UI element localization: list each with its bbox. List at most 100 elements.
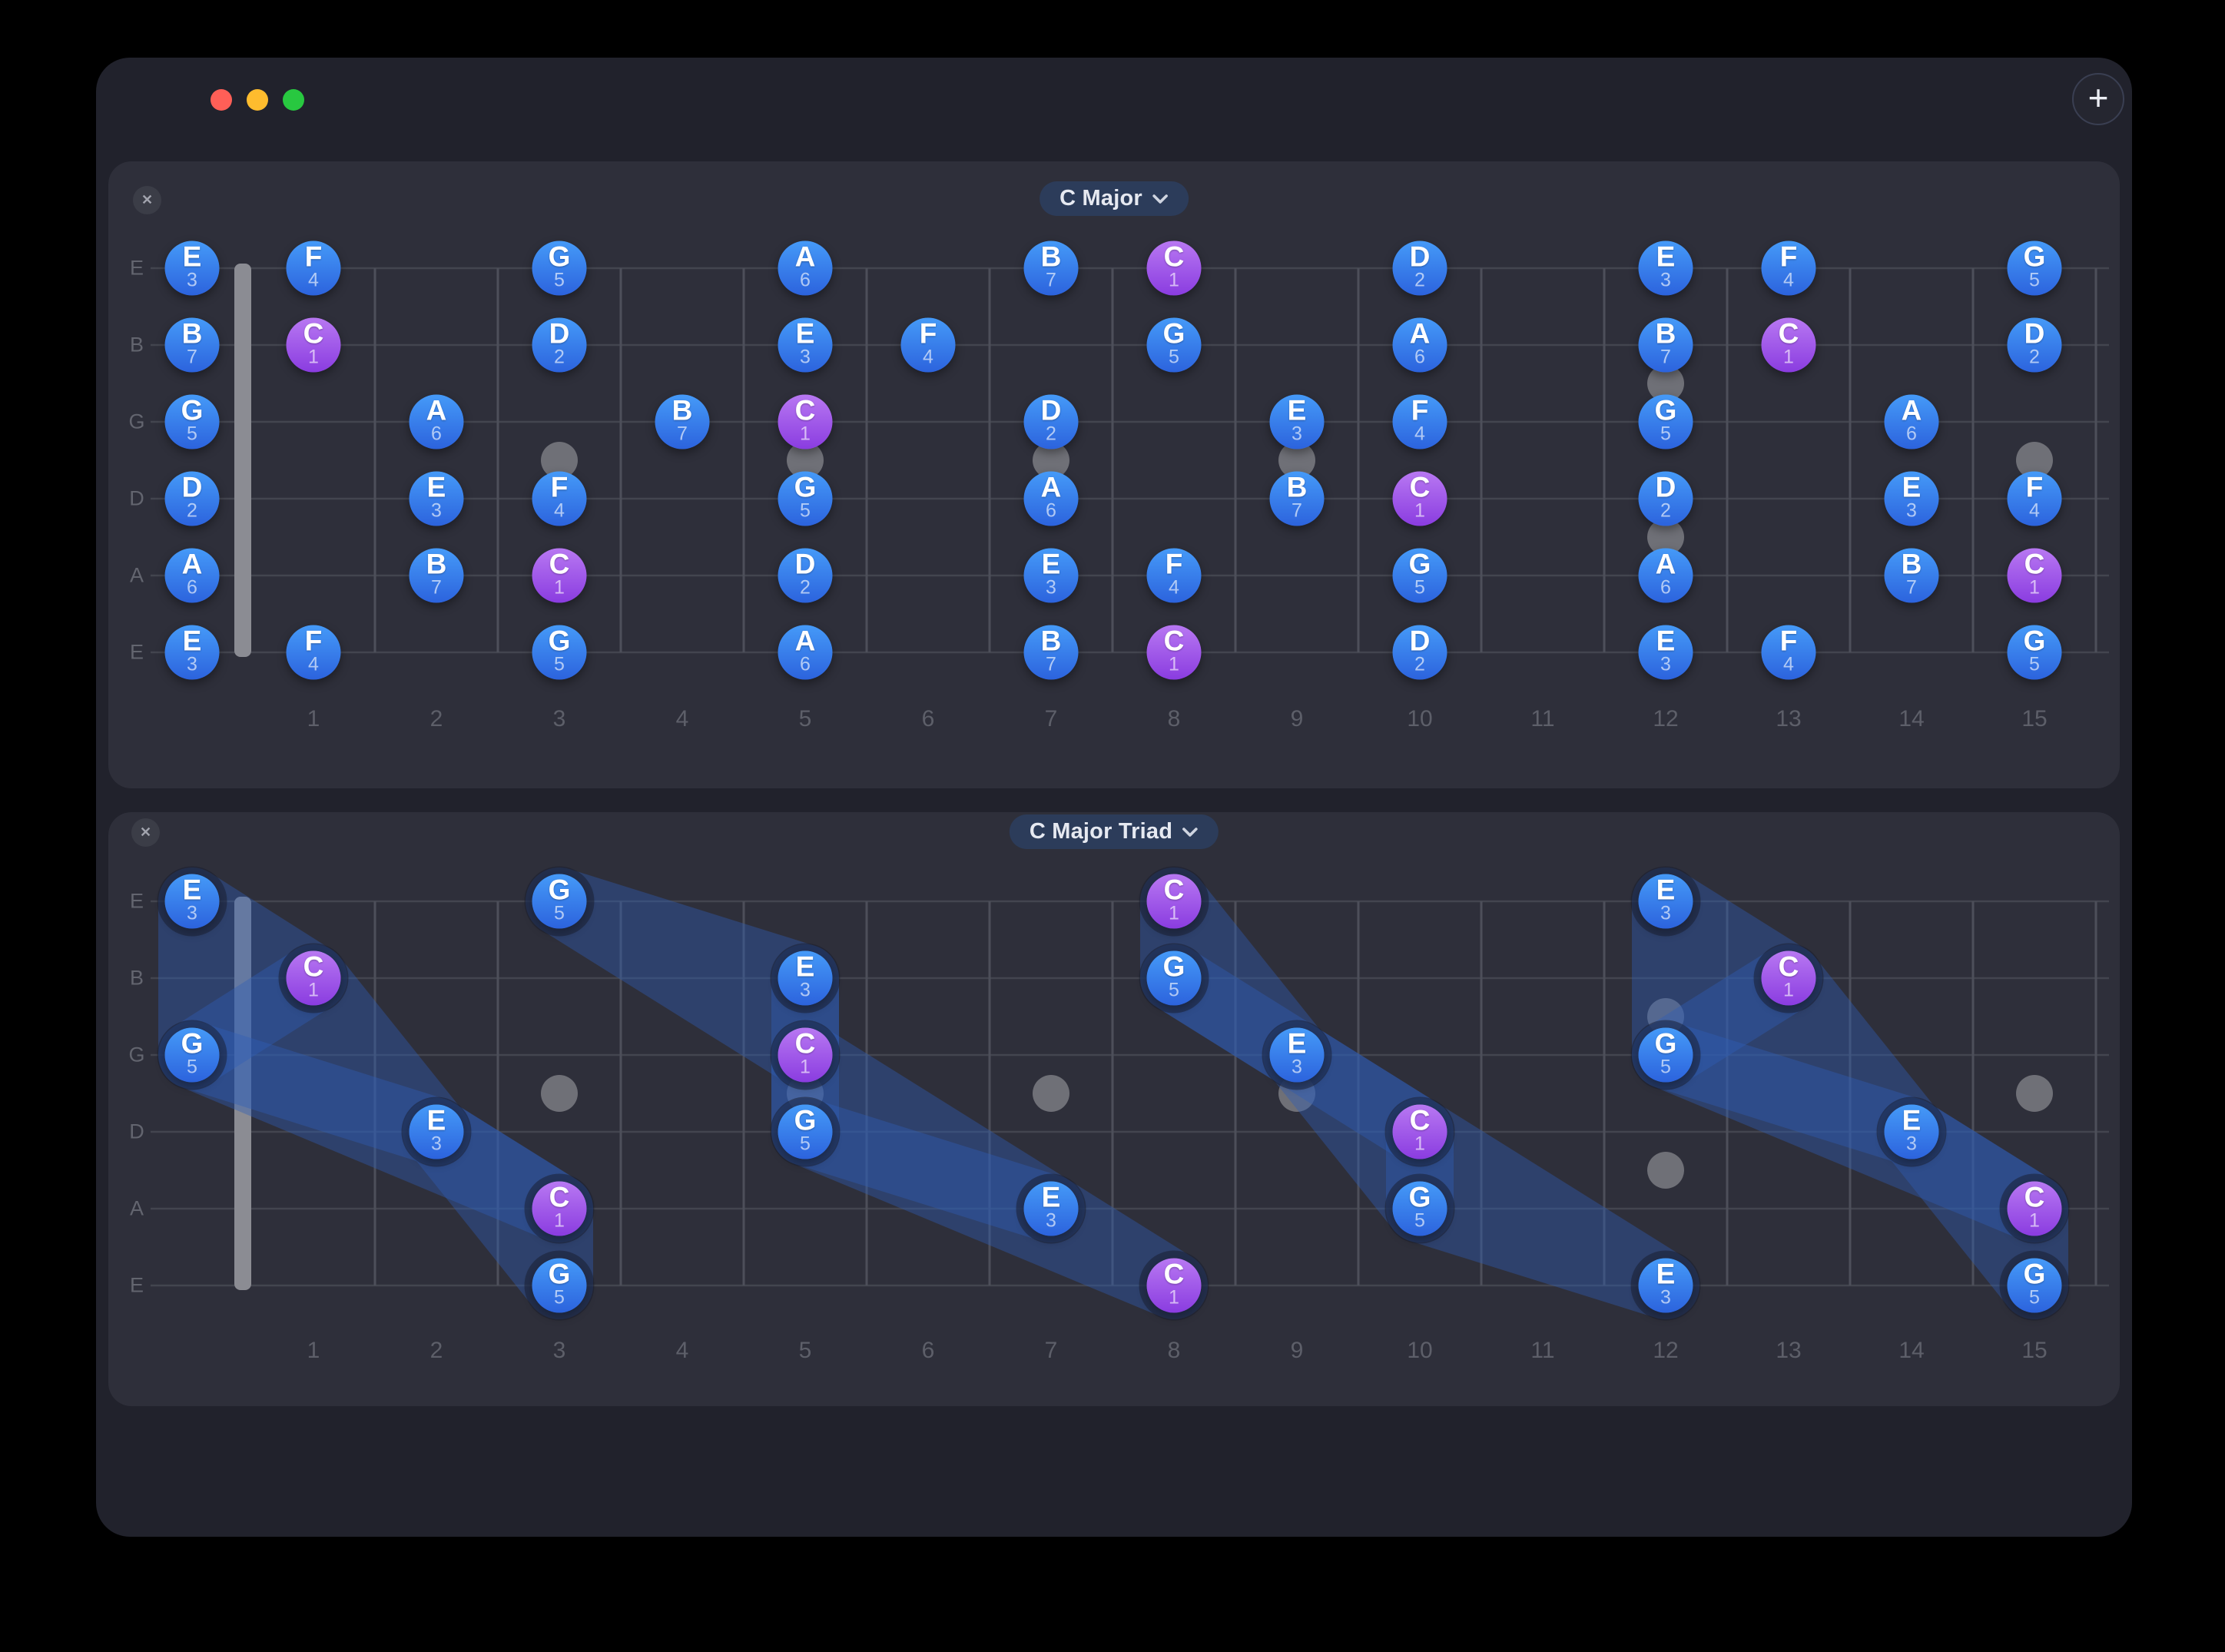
- scale-selector[interactable]: C Major: [1040, 181, 1189, 216]
- fret-number: 6: [921, 706, 935, 731]
- note-degree: 1: [1414, 499, 1425, 522]
- note-letter: G: [1162, 317, 1185, 350]
- triad-selector[interactable]: C Major Triad: [1009, 814, 1219, 849]
- note-degree: 3: [1292, 423, 1302, 445]
- window-close-button[interactable]: [211, 89, 232, 111]
- window-minimize-button[interactable]: [247, 89, 268, 111]
- window-zoom-button[interactable]: [283, 89, 304, 111]
- note-degree: 5: [2029, 269, 2040, 291]
- note-letter: C: [1409, 1104, 1431, 1136]
- fret-number: 3: [552, 706, 566, 731]
- add-panel-button[interactable]: +: [2072, 73, 2124, 125]
- note-degree: 5: [554, 269, 565, 291]
- panel-close-button[interactable]: ✕: [133, 186, 161, 214]
- note-degree: 3: [1660, 902, 1671, 924]
- panel-close-button[interactable]: ✕: [131, 818, 160, 847]
